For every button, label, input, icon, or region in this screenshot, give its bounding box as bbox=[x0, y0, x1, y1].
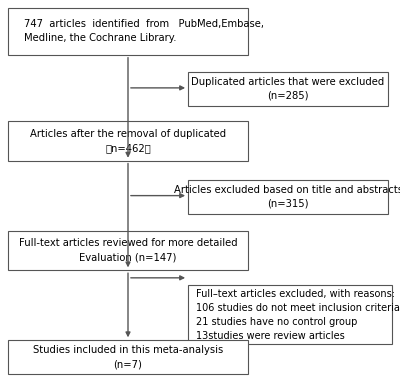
FancyBboxPatch shape bbox=[8, 121, 248, 161]
Text: Full-text articles reviewed for more detailed
Evaluation (n=147): Full-text articles reviewed for more det… bbox=[19, 239, 237, 262]
FancyBboxPatch shape bbox=[8, 231, 248, 270]
Text: Full–text articles excluded, with reasons:
106 studies do not meet inclusion cri: Full–text articles excluded, with reason… bbox=[196, 289, 400, 341]
FancyBboxPatch shape bbox=[8, 8, 248, 55]
Text: Duplicated articles that were excluded
(n=285): Duplicated articles that were excluded (… bbox=[191, 77, 385, 101]
Text: 747  articles  identified  from   PubMed,Embase,
Medline, the Cochrane Library.: 747 articles identified from PubMed,Emba… bbox=[24, 19, 264, 43]
FancyBboxPatch shape bbox=[188, 72, 388, 106]
Text: Articles excluded based on title and abstracts
(n=315): Articles excluded based on title and abs… bbox=[174, 184, 400, 209]
Text: Articles after the removal of duplicated
（n=462）: Articles after the removal of duplicated… bbox=[30, 129, 226, 153]
FancyBboxPatch shape bbox=[8, 340, 248, 374]
FancyBboxPatch shape bbox=[188, 285, 392, 344]
FancyBboxPatch shape bbox=[188, 180, 388, 214]
Text: Studies included in this meta-analysis
(n=7): Studies included in this meta-analysis (… bbox=[33, 345, 223, 369]
